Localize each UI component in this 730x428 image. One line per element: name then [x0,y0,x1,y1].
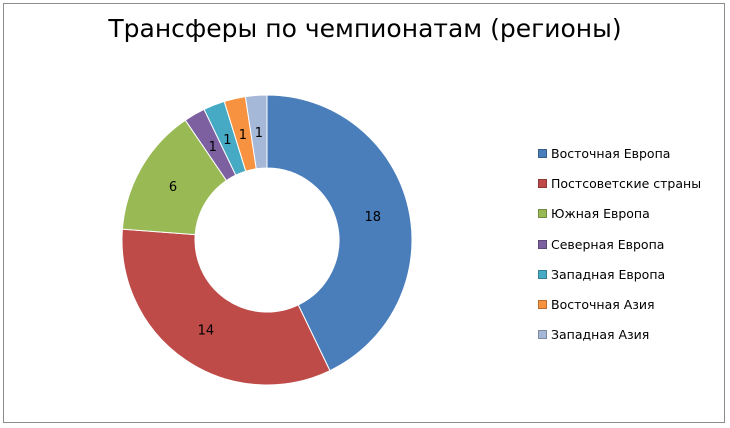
legend-item: Восточная Европа [538,138,701,168]
data-label: 6 [169,180,177,195]
doughnut-slice [244,94,268,170]
chart-legend: Восточная Европа Постсоветские страны Южна… [538,138,701,350]
data-label: 1 [223,133,231,148]
legend-label: Западная Азия [551,327,650,343]
legend-label: Постсоветские страны [551,175,702,191]
doughnut-slice [266,94,413,372]
legend-label: Восточная Европа [551,145,671,161]
data-label: 18 [365,210,382,225]
data-label: 14 [198,324,215,339]
legend-item: Постсоветские страны [538,168,701,198]
legend-label: Западная Европа [551,266,666,282]
legend-swatch [538,330,547,340]
legend-swatch [538,300,547,310]
legend-item: Западная Европа [538,259,701,289]
doughnut-slice [121,228,331,386]
data-label: 1 [255,126,263,141]
legend-label: Восточная Азия [551,297,655,313]
legend-item: Южная Европа [538,199,701,229]
legend-swatch [538,269,547,279]
chart-title: Трансферы по чемпионатам (регионы) [108,14,622,43]
legend-item: Восточная Азия [538,289,701,319]
legend-label: Северная Европа [551,236,665,252]
data-label: 1 [239,128,247,143]
data-label: 1 [209,140,217,155]
legend-item: Северная Европа [538,229,701,259]
legend-swatch [538,209,547,219]
legend-label: Южная Европа [551,206,650,222]
legend-swatch [538,178,547,188]
legend-swatch [538,239,547,249]
legend-swatch [538,148,547,158]
legend-item: Западная Азия [538,320,701,350]
